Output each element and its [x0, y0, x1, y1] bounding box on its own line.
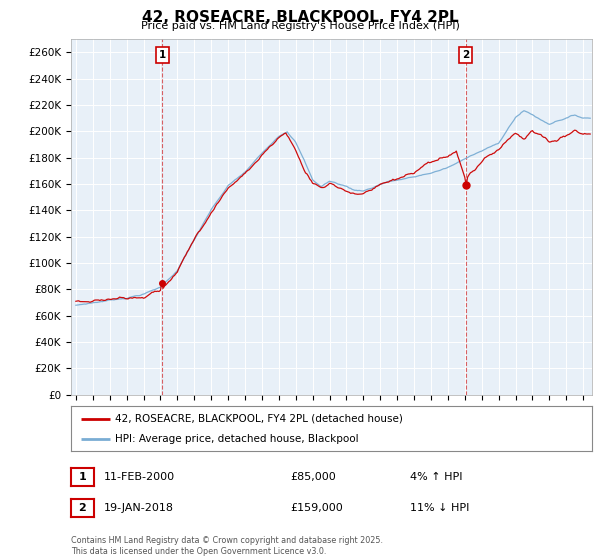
Text: £159,000: £159,000: [290, 503, 343, 513]
Text: 2: 2: [79, 503, 86, 513]
Text: 11% ↓ HPI: 11% ↓ HPI: [410, 503, 469, 513]
Text: 4% ↑ HPI: 4% ↑ HPI: [410, 472, 462, 482]
Text: 42, ROSEACRE, BLACKPOOL, FY4 2PL: 42, ROSEACRE, BLACKPOOL, FY4 2PL: [142, 10, 458, 25]
Text: £85,000: £85,000: [290, 472, 335, 482]
Text: 19-JAN-2018: 19-JAN-2018: [104, 503, 174, 513]
Text: 11-FEB-2000: 11-FEB-2000: [104, 472, 175, 482]
Text: Contains HM Land Registry data © Crown copyright and database right 2025.
This d: Contains HM Land Registry data © Crown c…: [71, 536, 383, 556]
Text: 2: 2: [462, 50, 469, 60]
Text: HPI: Average price, detached house, Blackpool: HPI: Average price, detached house, Blac…: [115, 434, 359, 444]
Text: 1: 1: [159, 50, 166, 60]
Text: Price paid vs. HM Land Registry's House Price Index (HPI): Price paid vs. HM Land Registry's House …: [140, 21, 460, 31]
Text: 1: 1: [79, 472, 86, 482]
Text: 42, ROSEACRE, BLACKPOOL, FY4 2PL (detached house): 42, ROSEACRE, BLACKPOOL, FY4 2PL (detach…: [115, 413, 403, 423]
